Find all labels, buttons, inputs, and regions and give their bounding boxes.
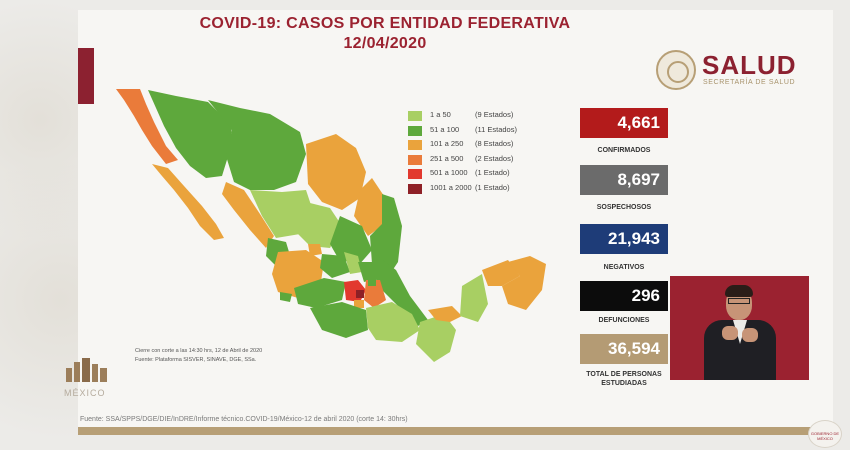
negative-count: 21,943: [580, 224, 668, 254]
state-cdmx: [356, 290, 364, 298]
confirmed-count: 4,661: [580, 108, 668, 138]
interpreter-video: [670, 276, 809, 380]
state-san-luis-potosi: [330, 216, 372, 266]
legend-range: 1001 a 2000: [430, 182, 472, 192]
state-veracruz: [372, 252, 428, 326]
state-quintana-roo: [502, 256, 546, 310]
state-campeche: [460, 274, 488, 322]
state-aguascalientes: [308, 244, 322, 256]
footer-source: Fuente: SSA/SPPS/DGE/DIE/InDRE/Informe t…: [80, 416, 408, 423]
state-durango: [250, 190, 314, 238]
legend-count: (11 Estados): [475, 124, 517, 134]
state-baja-california-sur: [152, 164, 224, 240]
legend-range: 251 a 500: [430, 153, 464, 163]
salud-logo: SALUD SECRETARÍA DE SALUD: [656, 48, 816, 94]
total-studied-label-line1: TOTAL DE PERSONAS: [586, 371, 662, 378]
deaths-label: DEFUNCIONES: [598, 317, 650, 324]
legend-swatch: [408, 111, 422, 121]
legend-swatch: [408, 169, 422, 179]
legend-item: 1 a 50 (9 Estados): [408, 109, 558, 123]
state-chihuahua: [208, 100, 306, 190]
confirmed-label: CONFIRMADOS: [597, 147, 651, 154]
total-studied-count: 36,594: [580, 334, 668, 364]
state-yucatan: [482, 260, 520, 286]
government-badge: GOBIERNO DE MÉXICO: [808, 420, 842, 448]
interpreter-hand-right: [742, 328, 758, 342]
footer-bar: [78, 427, 833, 435]
title-line-1: COVID-19: CASOS POR ENTIDAD FEDERATIVA: [199, 15, 571, 32]
total-studied-label-line2: ESTUDIADAS: [601, 380, 647, 387]
page-title: COVID-19: CASOS POR ENTIDAD FEDERATIVA 1…: [150, 14, 620, 54]
state-sinaloa: [222, 182, 274, 248]
state-guerrero: [310, 302, 368, 338]
legend-count: (2 Estados): [475, 153, 514, 163]
legend-swatch: [408, 140, 422, 150]
legend-count: (1 Estado): [475, 168, 510, 177]
source-note: Fuente: Plataforma SISVER, SINAVE, DGE, …: [135, 357, 257, 363]
state-zacatecas: [298, 202, 342, 248]
accent-bar: [78, 48, 94, 104]
legend-count: (9 Estados): [475, 110, 514, 119]
title-line-2: 12/04/2020: [343, 35, 427, 52]
state-queretaro: [344, 252, 362, 274]
legend-item: 251 a 500 (2 Estados): [408, 153, 558, 167]
state-morelos: [354, 300, 364, 308]
negative-label: NEGATIVOS: [603, 264, 645, 271]
interpreter-hand-left: [722, 326, 738, 340]
legend-range: 501 a 1000: [430, 168, 468, 177]
suspected-count: 8,697: [580, 165, 668, 195]
state-tlaxcala: [368, 278, 376, 286]
legend-count: (1 Estado): [475, 182, 510, 192]
legend-swatch: [408, 125, 422, 136]
state-puebla: [364, 280, 386, 308]
interpreter-glasses: [728, 298, 750, 304]
legend-item: 51 a 100 (11 Estados): [408, 124, 558, 138]
logo-name: SALUD: [702, 50, 797, 80]
state-oaxaca: [366, 302, 420, 342]
legend-range: 1 a 50: [430, 110, 451, 119]
logo-subtitle: SECRETARÍA DE SALUD: [703, 79, 796, 86]
mexico-map: [116, 89, 546, 362]
legend-count: (8 Estados): [475, 139, 514, 148]
legend-item: 1001 a 2000 (1 Estado): [408, 182, 558, 196]
building-emblem-icon: [66, 358, 107, 382]
state-baja-california: [116, 89, 178, 164]
state-colima: [280, 292, 292, 302]
state-sonora: [148, 90, 232, 178]
state-chiapas: [416, 314, 456, 362]
total-studied-label: TOTAL DE PERSONAS ESTUDIADAS: [560, 370, 688, 388]
legend-swatch: [408, 154, 422, 165]
eagle-seal-icon: [656, 50, 696, 90]
emblem-label: MÉXICO: [64, 388, 106, 398]
interpreter-hair: [725, 285, 753, 297]
legend-item: 501 a 1000 (1 Estado): [408, 167, 558, 181]
legend-swatch: [408, 183, 422, 194]
cutoff-note: Cierre con corte a las 14:30 hrs, 12 de …: [135, 348, 263, 354]
deaths-count: 296: [580, 281, 668, 311]
legend-item: 101 a 250 (8 Estados): [408, 138, 558, 152]
state-nuevo-leon: [354, 178, 384, 236]
state-tabasco: [428, 306, 462, 322]
state-coahuila: [306, 134, 366, 210]
suspected-label: SOSPECHOSOS: [596, 204, 652, 211]
legend-range: 101 a 250: [430, 139, 464, 148]
map-legend: 1 a 50 (9 Estados) 51 a 100 (11 Estados)…: [408, 109, 558, 196]
legend-range: 51 a 100: [430, 124, 460, 134]
state-guanajuato: [320, 254, 350, 278]
state-michoacan: [294, 278, 346, 308]
